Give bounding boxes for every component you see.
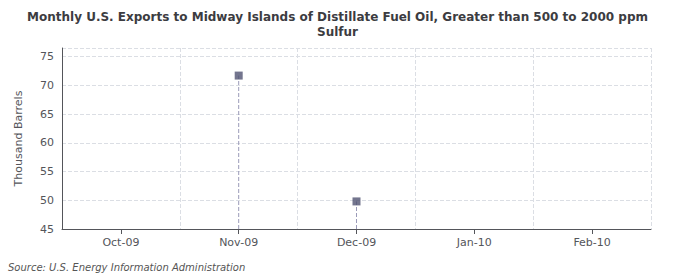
svg-text:Feb-10: Feb-10 [573,236,610,249]
svg-text:Nov-09: Nov-09 [219,236,258,249]
svg-text:Source: U.S. Energy Informatio: Source: U.S. Energy Information Administ… [8,262,245,273]
svg-text:Oct-09: Oct-09 [102,236,139,249]
svg-text:60: 60 [40,136,54,149]
svg-text:50: 50 [40,194,54,207]
svg-text:Sulfur: Sulfur [317,25,358,39]
svg-text:Jan-10: Jan-10 [456,236,492,249]
svg-text:Dec-09: Dec-09 [337,236,376,249]
svg-text:55: 55 [40,165,54,178]
svg-text:Monthly U.S. Exports to Midway: Monthly U.S. Exports to Midway Islands o… [27,10,648,24]
svg-text:70: 70 [40,79,54,92]
svg-text:65: 65 [40,108,54,121]
svg-text:Thousand Barrels: Thousand Barrels [12,90,25,187]
svg-text:45: 45 [40,223,54,236]
svg-text:75: 75 [40,50,54,63]
